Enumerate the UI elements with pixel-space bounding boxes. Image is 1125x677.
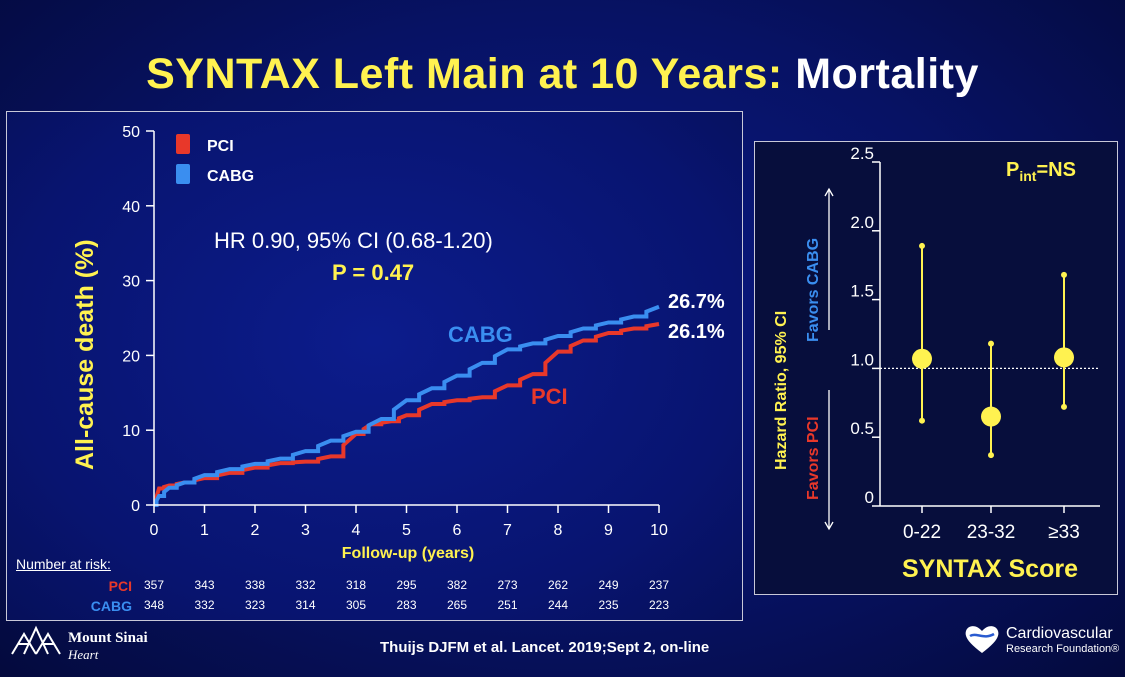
- crf-name: Cardiovascular: [1006, 625, 1113, 642]
- mount-sinai-icon: [11, 625, 61, 655]
- risk-value: 262: [547, 578, 569, 592]
- mount-sinai-name: Mount Sinai: [68, 630, 148, 646]
- risk-value: 223: [648, 598, 670, 612]
- risk-value: 323: [244, 598, 266, 612]
- risk-value: 332: [295, 578, 316, 592]
- risk-value: 249: [598, 578, 619, 592]
- slide-title: SYNTAX Left Main at 10 Years: Mortality: [0, 50, 1125, 99]
- citation: Thuijs DJFM et al. Lancet. 2019;Sept 2, …: [380, 639, 710, 656]
- title-part2: Mortality: [795, 50, 979, 98]
- risk-value: 251: [497, 598, 518, 612]
- risk-row-name: PCI: [108, 578, 132, 594]
- forest-plot-panel: [754, 141, 1118, 595]
- crf-sub: Research Foundation®: [1006, 643, 1120, 655]
- risk-value: 318: [345, 578, 367, 592]
- risk-value: 343: [194, 578, 215, 592]
- risk-value: 382: [446, 578, 468, 592]
- risk-value: 305: [345, 598, 367, 612]
- risk-value: 357: [143, 578, 165, 592]
- risk-value: 265: [446, 598, 468, 612]
- risk-value: 283: [396, 598, 417, 612]
- risk-value: 332: [194, 598, 215, 612]
- risk-value: 348: [143, 598, 165, 612]
- risk-value: 338: [244, 578, 266, 592]
- risk-value: 273: [497, 578, 518, 592]
- risk-value: 235: [598, 598, 619, 612]
- mount-sinai-sub: Heart: [68, 647, 99, 662]
- km-chart-panel: [6, 111, 743, 621]
- title-part1: SYNTAX Left Main at 10 Years:: [146, 50, 783, 98]
- risk-value: 237: [648, 578, 670, 592]
- risk-row-name: CABG: [90, 598, 132, 614]
- risk-value: 244: [547, 598, 569, 612]
- heart-icon: [965, 626, 999, 653]
- risk-value: 314: [295, 598, 316, 612]
- number-at-risk-label: Number at risk:: [16, 556, 111, 572]
- risk-value: 295: [396, 578, 417, 592]
